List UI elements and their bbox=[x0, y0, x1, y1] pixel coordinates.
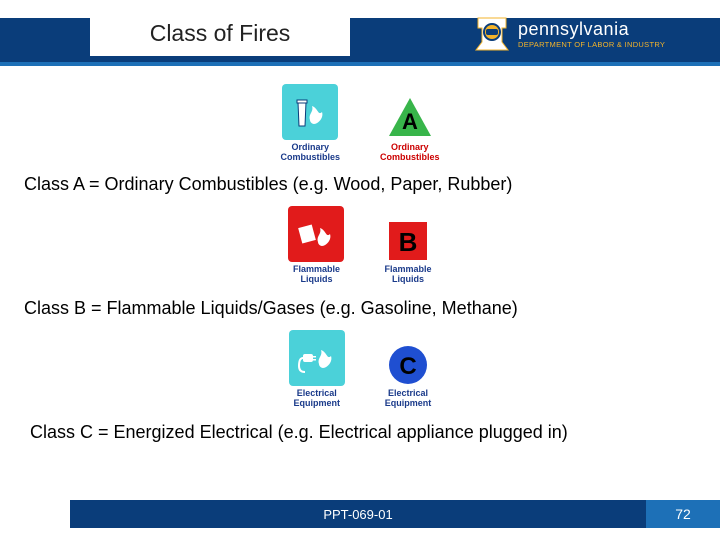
class-b-desc: Class B = Flammable Liquids/Gases (e.g. … bbox=[0, 296, 720, 320]
icon-b-label: FlammableLiquids bbox=[293, 265, 340, 284]
icon-b-pictogram: FlammableLiquids bbox=[288, 206, 344, 284]
icon-c-sym-label: ElectricalEquipment bbox=[385, 389, 432, 408]
plug-fire-icon bbox=[289, 330, 345, 386]
circle-c-icon: C bbox=[387, 344, 429, 386]
footer-bar: PPT-069-01 72 bbox=[70, 500, 720, 528]
svg-text:C: C bbox=[399, 353, 416, 380]
icon-a-pictogram: OrdinaryCombustibles bbox=[280, 84, 340, 162]
accent-line bbox=[0, 62, 720, 66]
keystone-icon bbox=[472, 14, 512, 54]
triangle-a-icon: A bbox=[387, 96, 433, 140]
page-number: 72 bbox=[646, 500, 720, 528]
icon-a-symbol: A OrdinaryCombustibles bbox=[380, 96, 440, 162]
logo-dept: DEPARTMENT OF LABOR & INDUSTRY bbox=[518, 40, 665, 49]
page-title: Class of Fires bbox=[90, 10, 350, 56]
icon-a-sym-label: OrdinaryCombustibles bbox=[380, 143, 440, 162]
icon-c-label: ElectricalEquipment bbox=[294, 389, 341, 408]
row-class-c: ElectricalEquipment C ElectricalEquipmen… bbox=[0, 330, 720, 408]
footer-code: PPT-069-01 bbox=[70, 500, 646, 528]
svg-text:B: B bbox=[399, 227, 418, 257]
pa-logo: pennsylvania DEPARTMENT OF LABOR & INDUS… bbox=[472, 10, 702, 58]
row-class-a: OrdinaryCombustibles A OrdinaryCombustib… bbox=[0, 84, 720, 162]
icon-c-pictogram: ElectricalEquipment bbox=[289, 330, 345, 408]
svg-text:A: A bbox=[402, 109, 418, 134]
trash-fire-icon bbox=[282, 84, 338, 140]
logo-state: pennsylvania bbox=[518, 20, 665, 38]
icon-b-symbol: B FlammableLiquids bbox=[384, 220, 431, 284]
can-fire-icon bbox=[288, 206, 344, 262]
class-a-desc: Class A = Ordinary Combustibles (e.g. Wo… bbox=[0, 172, 720, 196]
icon-b-sym-label: FlammableLiquids bbox=[384, 265, 431, 284]
logo-text: pennsylvania DEPARTMENT OF LABOR & INDUS… bbox=[518, 20, 665, 49]
square-b-icon: B bbox=[387, 220, 429, 262]
icon-c-symbol: C ElectricalEquipment bbox=[385, 344, 432, 408]
icon-a-label: OrdinaryCombustibles bbox=[280, 143, 340, 162]
row-class-b: FlammableLiquids B FlammableLiquids bbox=[0, 206, 720, 284]
class-c-desc: Class C = Energized Electrical (e.g. Ele… bbox=[0, 420, 720, 444]
